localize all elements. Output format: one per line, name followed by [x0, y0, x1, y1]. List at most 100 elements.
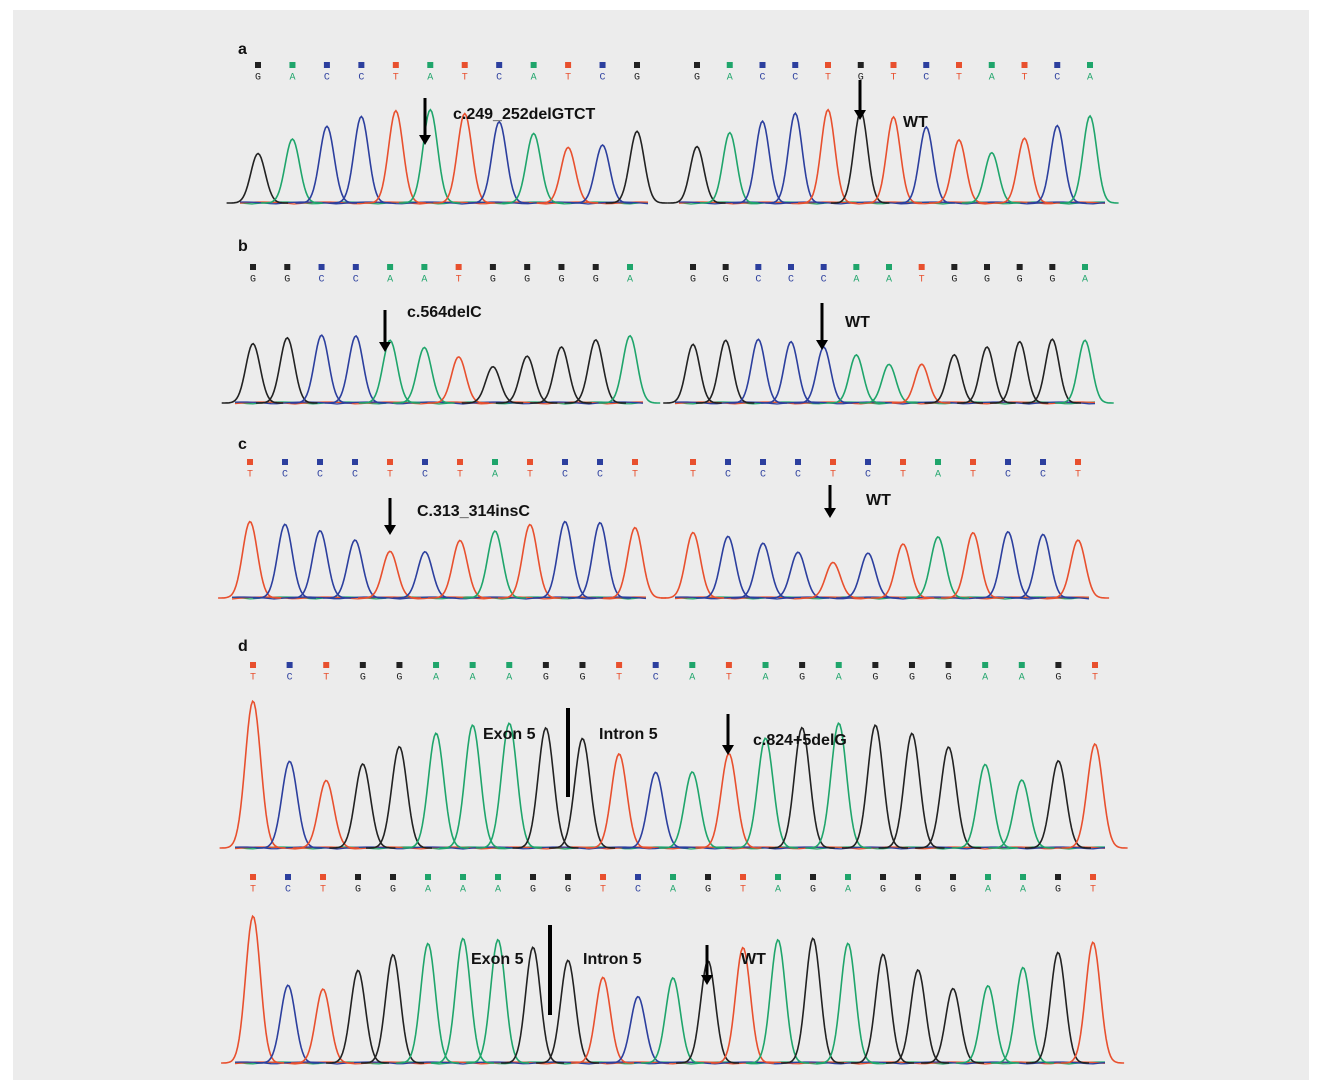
base-marker	[1087, 62, 1093, 68]
base-marker	[788, 264, 794, 270]
base-marker	[1054, 62, 1060, 68]
base-letter: T	[320, 885, 326, 896]
base-letter: T	[527, 470, 533, 481]
panel-background	[13, 10, 1309, 1080]
base-marker	[323, 662, 329, 668]
base-marker	[1055, 874, 1061, 880]
base-marker	[460, 874, 466, 880]
base-letter: A	[492, 470, 498, 481]
base-marker	[284, 264, 290, 270]
base-marker	[799, 662, 805, 668]
base-marker	[775, 874, 781, 880]
base-marker	[690, 459, 696, 465]
base-marker	[324, 62, 330, 68]
base-marker	[727, 62, 733, 68]
base-marker	[865, 459, 871, 465]
base-letter: C	[759, 73, 765, 84]
base-letter: A	[427, 73, 433, 84]
base-letter: T	[323, 673, 329, 684]
base-letter: G	[1055, 885, 1061, 896]
base-marker	[457, 459, 463, 465]
base-marker	[1082, 264, 1088, 270]
base-marker	[985, 874, 991, 880]
base-letter: C	[653, 673, 659, 684]
base-letter: T	[600, 885, 606, 896]
base-marker	[919, 264, 925, 270]
base-letter: G	[490, 275, 496, 286]
base-marker	[880, 874, 886, 880]
base-letter: C	[353, 275, 359, 286]
base-marker	[635, 874, 641, 880]
annotation: c.249_252delGTCT	[453, 106, 596, 123]
base-marker	[900, 459, 906, 465]
base-marker	[506, 662, 512, 668]
base-marker	[725, 459, 731, 465]
base-marker	[1022, 62, 1028, 68]
base-marker	[600, 874, 606, 880]
base-letter: T	[830, 470, 836, 481]
base-letter: G	[1017, 275, 1023, 286]
base-marker	[390, 874, 396, 880]
base-letter: G	[360, 673, 366, 684]
base-letter: C	[422, 470, 428, 481]
panel-label: a	[238, 41, 247, 58]
base-marker	[1055, 662, 1061, 668]
base-marker	[891, 62, 897, 68]
base-marker	[255, 62, 261, 68]
base-letter: T	[1092, 673, 1098, 684]
base-marker	[872, 662, 878, 668]
base-marker	[830, 459, 836, 465]
base-marker	[951, 264, 957, 270]
base-letter: G	[255, 73, 261, 84]
base-letter: C	[282, 470, 288, 481]
base-marker	[422, 459, 428, 465]
base-marker	[1019, 662, 1025, 668]
base-marker	[970, 459, 976, 465]
base-letter: A	[531, 73, 537, 84]
base-marker	[740, 874, 746, 880]
base-letter: C	[725, 470, 731, 481]
base-letter: G	[984, 275, 990, 286]
base-marker	[670, 874, 676, 880]
base-marker	[923, 62, 929, 68]
base-letter: T	[919, 275, 925, 286]
base-marker	[352, 459, 358, 465]
base-letter: A	[1087, 73, 1093, 84]
base-marker	[562, 459, 568, 465]
base-marker	[289, 62, 295, 68]
base-marker	[490, 264, 496, 270]
base-letter: A	[982, 673, 988, 684]
base-marker	[689, 662, 695, 668]
base-marker	[1049, 264, 1055, 270]
annotation: WT	[903, 114, 928, 131]
annotation: WT	[866, 492, 891, 509]
base-letter: C	[865, 470, 871, 481]
base-letter: T	[1021, 73, 1027, 84]
base-letter: A	[289, 73, 295, 84]
base-letter: A	[845, 885, 851, 896]
base-marker	[795, 459, 801, 465]
base-marker	[705, 874, 711, 880]
base-marker	[320, 874, 326, 880]
base-marker	[387, 459, 393, 465]
base-marker	[984, 264, 990, 270]
base-letter: T	[690, 470, 696, 481]
base-letter: G	[810, 885, 816, 896]
base-marker	[531, 62, 537, 68]
base-letter: A	[763, 673, 769, 684]
base-letter: C	[600, 73, 606, 84]
panel-label: c	[238, 436, 247, 453]
annotation: c.564delC	[407, 304, 482, 321]
base-letter: A	[689, 673, 695, 684]
base-marker	[387, 264, 393, 270]
base-marker	[616, 662, 622, 668]
base-marker	[360, 662, 366, 668]
base-marker	[597, 459, 603, 465]
annotation: Exon 5	[483, 726, 536, 743]
base-letter: T	[970, 470, 976, 481]
base-marker	[527, 459, 533, 465]
base-letter: A	[1019, 673, 1025, 684]
base-marker	[319, 264, 325, 270]
base-letter: G	[250, 275, 256, 286]
base-letter: G	[880, 885, 886, 896]
